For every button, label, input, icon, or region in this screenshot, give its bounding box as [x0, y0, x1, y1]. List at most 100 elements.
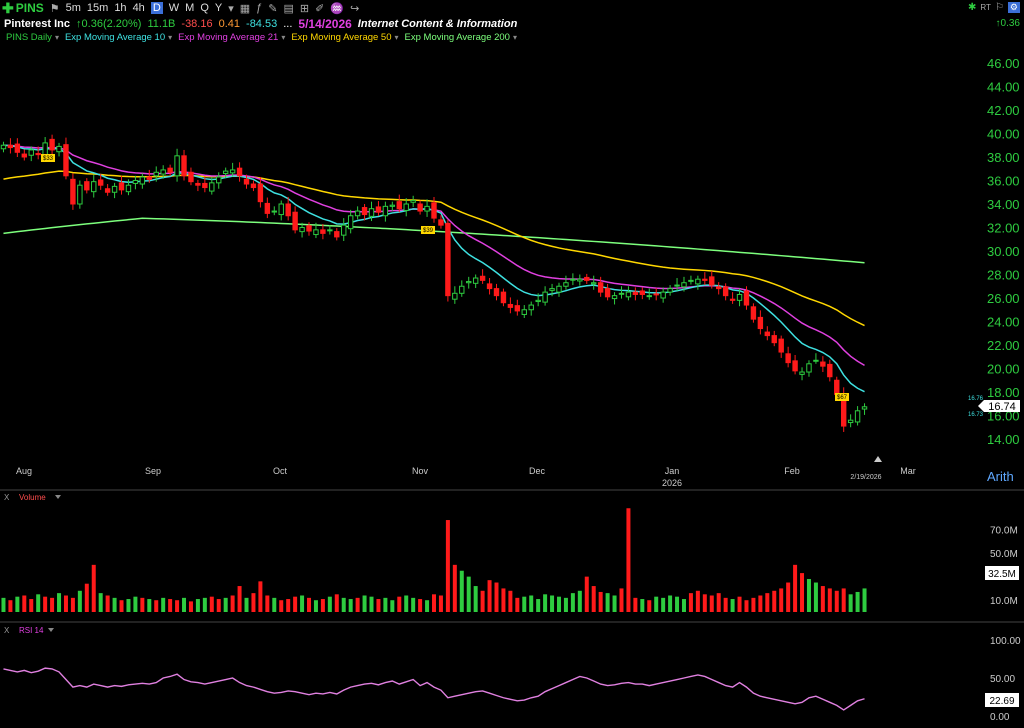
- candle-body: [383, 206, 387, 215]
- volume-bar: [224, 598, 228, 612]
- volume-bar: [279, 600, 283, 612]
- candle-body: [737, 294, 741, 300]
- volume-bar: [460, 571, 464, 612]
- volume-bar: [703, 594, 707, 612]
- volume-bar: [78, 591, 82, 612]
- volume-bar: [501, 588, 505, 612]
- candle-body: [557, 286, 561, 292]
- volume-bar: [696, 591, 700, 612]
- volume-bar: [488, 580, 492, 612]
- candle-body: [730, 299, 734, 300]
- candle-body: [473, 278, 477, 283]
- candle-body: [230, 170, 234, 173]
- volume-bar: [1, 598, 5, 612]
- volume-bar: [175, 600, 179, 612]
- volume-bar: [619, 588, 623, 612]
- volume-bar: [425, 600, 429, 612]
- candle-body: [536, 300, 540, 301]
- candle-body: [682, 283, 686, 287]
- volume-bar: [592, 586, 596, 612]
- candle-body: [355, 211, 359, 216]
- earnings-marker-label: $67: [837, 395, 848, 401]
- volume-bar: [710, 595, 714, 612]
- candle-body: [265, 203, 269, 213]
- candle-body: [522, 310, 526, 315]
- candle-body: [140, 177, 144, 184]
- earnings-marker-label: $39: [423, 228, 434, 234]
- ema10-line: [3, 145, 864, 391]
- volume-bar: [349, 599, 353, 612]
- candle-body: [161, 170, 165, 174]
- candle-body: [112, 186, 116, 192]
- volume-bar: [863, 588, 867, 612]
- volume-bar: [182, 598, 186, 612]
- candle-body: [432, 203, 436, 218]
- price-tick-label: 36.00: [987, 174, 1020, 189]
- volume-bar: [390, 600, 394, 612]
- rsi-tick-label: 100.00: [990, 636, 1021, 647]
- x-tick-label: Jan: [665, 466, 680, 476]
- volume-bar: [446, 520, 450, 612]
- price-tick-label: 32.00: [987, 221, 1020, 236]
- volume-bar: [536, 599, 540, 612]
- volume-bar: [585, 577, 589, 612]
- candle-body: [828, 364, 832, 376]
- price-tick-label: 42.00: [987, 103, 1020, 118]
- candle-body: [133, 181, 137, 184]
- volume-bar: [168, 599, 172, 612]
- ema50-line: [3, 171, 864, 325]
- candle-body: [328, 230, 332, 231]
- candle-body: [168, 168, 172, 172]
- volume-bar: [22, 595, 26, 612]
- candle-body: [779, 339, 783, 352]
- candle-body: [36, 153, 40, 154]
- candle-body: [814, 360, 818, 361]
- ema200-line: [3, 218, 864, 262]
- candle-body: [29, 150, 33, 155]
- volume-bar: [106, 595, 110, 612]
- candle-body: [154, 172, 158, 176]
- rsi-close-icon: X: [4, 626, 10, 635]
- ema10-right-value: 16.76: [968, 396, 984, 402]
- candle-body: [717, 287, 721, 289]
- rsi-caret-icon: [48, 628, 54, 632]
- candle-body: [647, 296, 651, 297]
- volume-bar: [133, 597, 137, 612]
- volume-bar: [800, 573, 804, 612]
- rsi-tick-label: 0.00: [990, 712, 1010, 723]
- candle-body: [390, 205, 394, 206]
- volume-close-icon: X: [4, 493, 10, 502]
- volume-bar: [633, 598, 637, 612]
- candle-body: [446, 223, 450, 295]
- candle-body: [348, 216, 352, 229]
- volume-bar: [467, 577, 471, 612]
- candle-body: [772, 336, 776, 343]
- volume-bar: [682, 599, 686, 612]
- ema21-right-value: 16.73: [968, 412, 984, 418]
- volume-bar: [786, 583, 790, 612]
- volume-bar: [71, 598, 75, 612]
- candle-body: [675, 285, 679, 286]
- volume-bar: [578, 591, 582, 612]
- candle-body: [571, 279, 575, 280]
- volume-bar: [515, 598, 519, 612]
- candle-body: [418, 204, 422, 211]
- volume-bar: [793, 565, 797, 612]
- volume-bar: [154, 600, 158, 612]
- volume-bar: [647, 600, 651, 612]
- volume-bar: [765, 593, 769, 612]
- volume-bar: [543, 594, 547, 612]
- candle-body: [494, 289, 498, 296]
- volume-bar: [363, 595, 367, 612]
- candle-body: [661, 292, 665, 298]
- candle-body: [550, 289, 554, 291]
- candle-body: [258, 184, 262, 202]
- volume-bar: [300, 595, 304, 612]
- x-tick-label: Mar: [900, 466, 916, 476]
- volume-bar: [654, 597, 658, 612]
- candle-body: [598, 283, 602, 292]
- volume-bar: [50, 598, 54, 612]
- candle-body: [57, 146, 61, 151]
- candle-body: [744, 291, 748, 305]
